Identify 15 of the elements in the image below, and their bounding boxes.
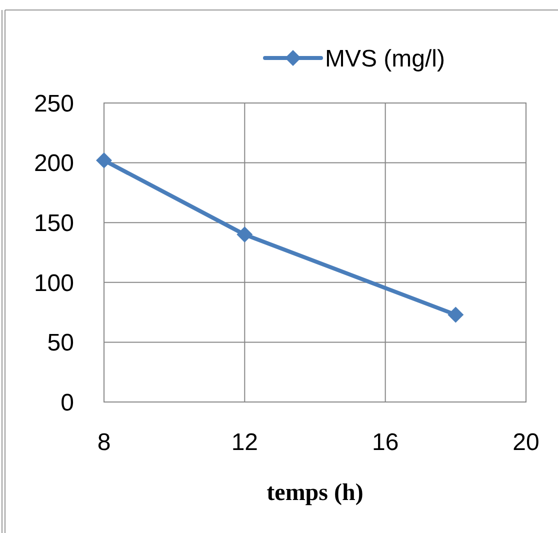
point (236, 226, 253, 243)
x-tick-label: 16 (372, 429, 399, 456)
y-tick-label: 150 (34, 210, 74, 237)
y-tick-label: 250 (34, 90, 74, 118)
x-tick-label: 20 (512, 429, 540, 456)
point (448, 306, 464, 323)
legend-label: MVS (mg/l) (325, 45, 445, 72)
y-tick-label: 0 (60, 389, 74, 416)
x-axis-title: temps (h) (266, 480, 364, 506)
x-tick-label: 12 (231, 429, 258, 456)
y-tick-label: 100 (34, 270, 74, 297)
point (96, 152, 112, 168)
y-tick-label: 200 (34, 150, 74, 178)
x-tick-label: 8 (97, 429, 111, 456)
y-tick-label: 50 (47, 330, 74, 357)
